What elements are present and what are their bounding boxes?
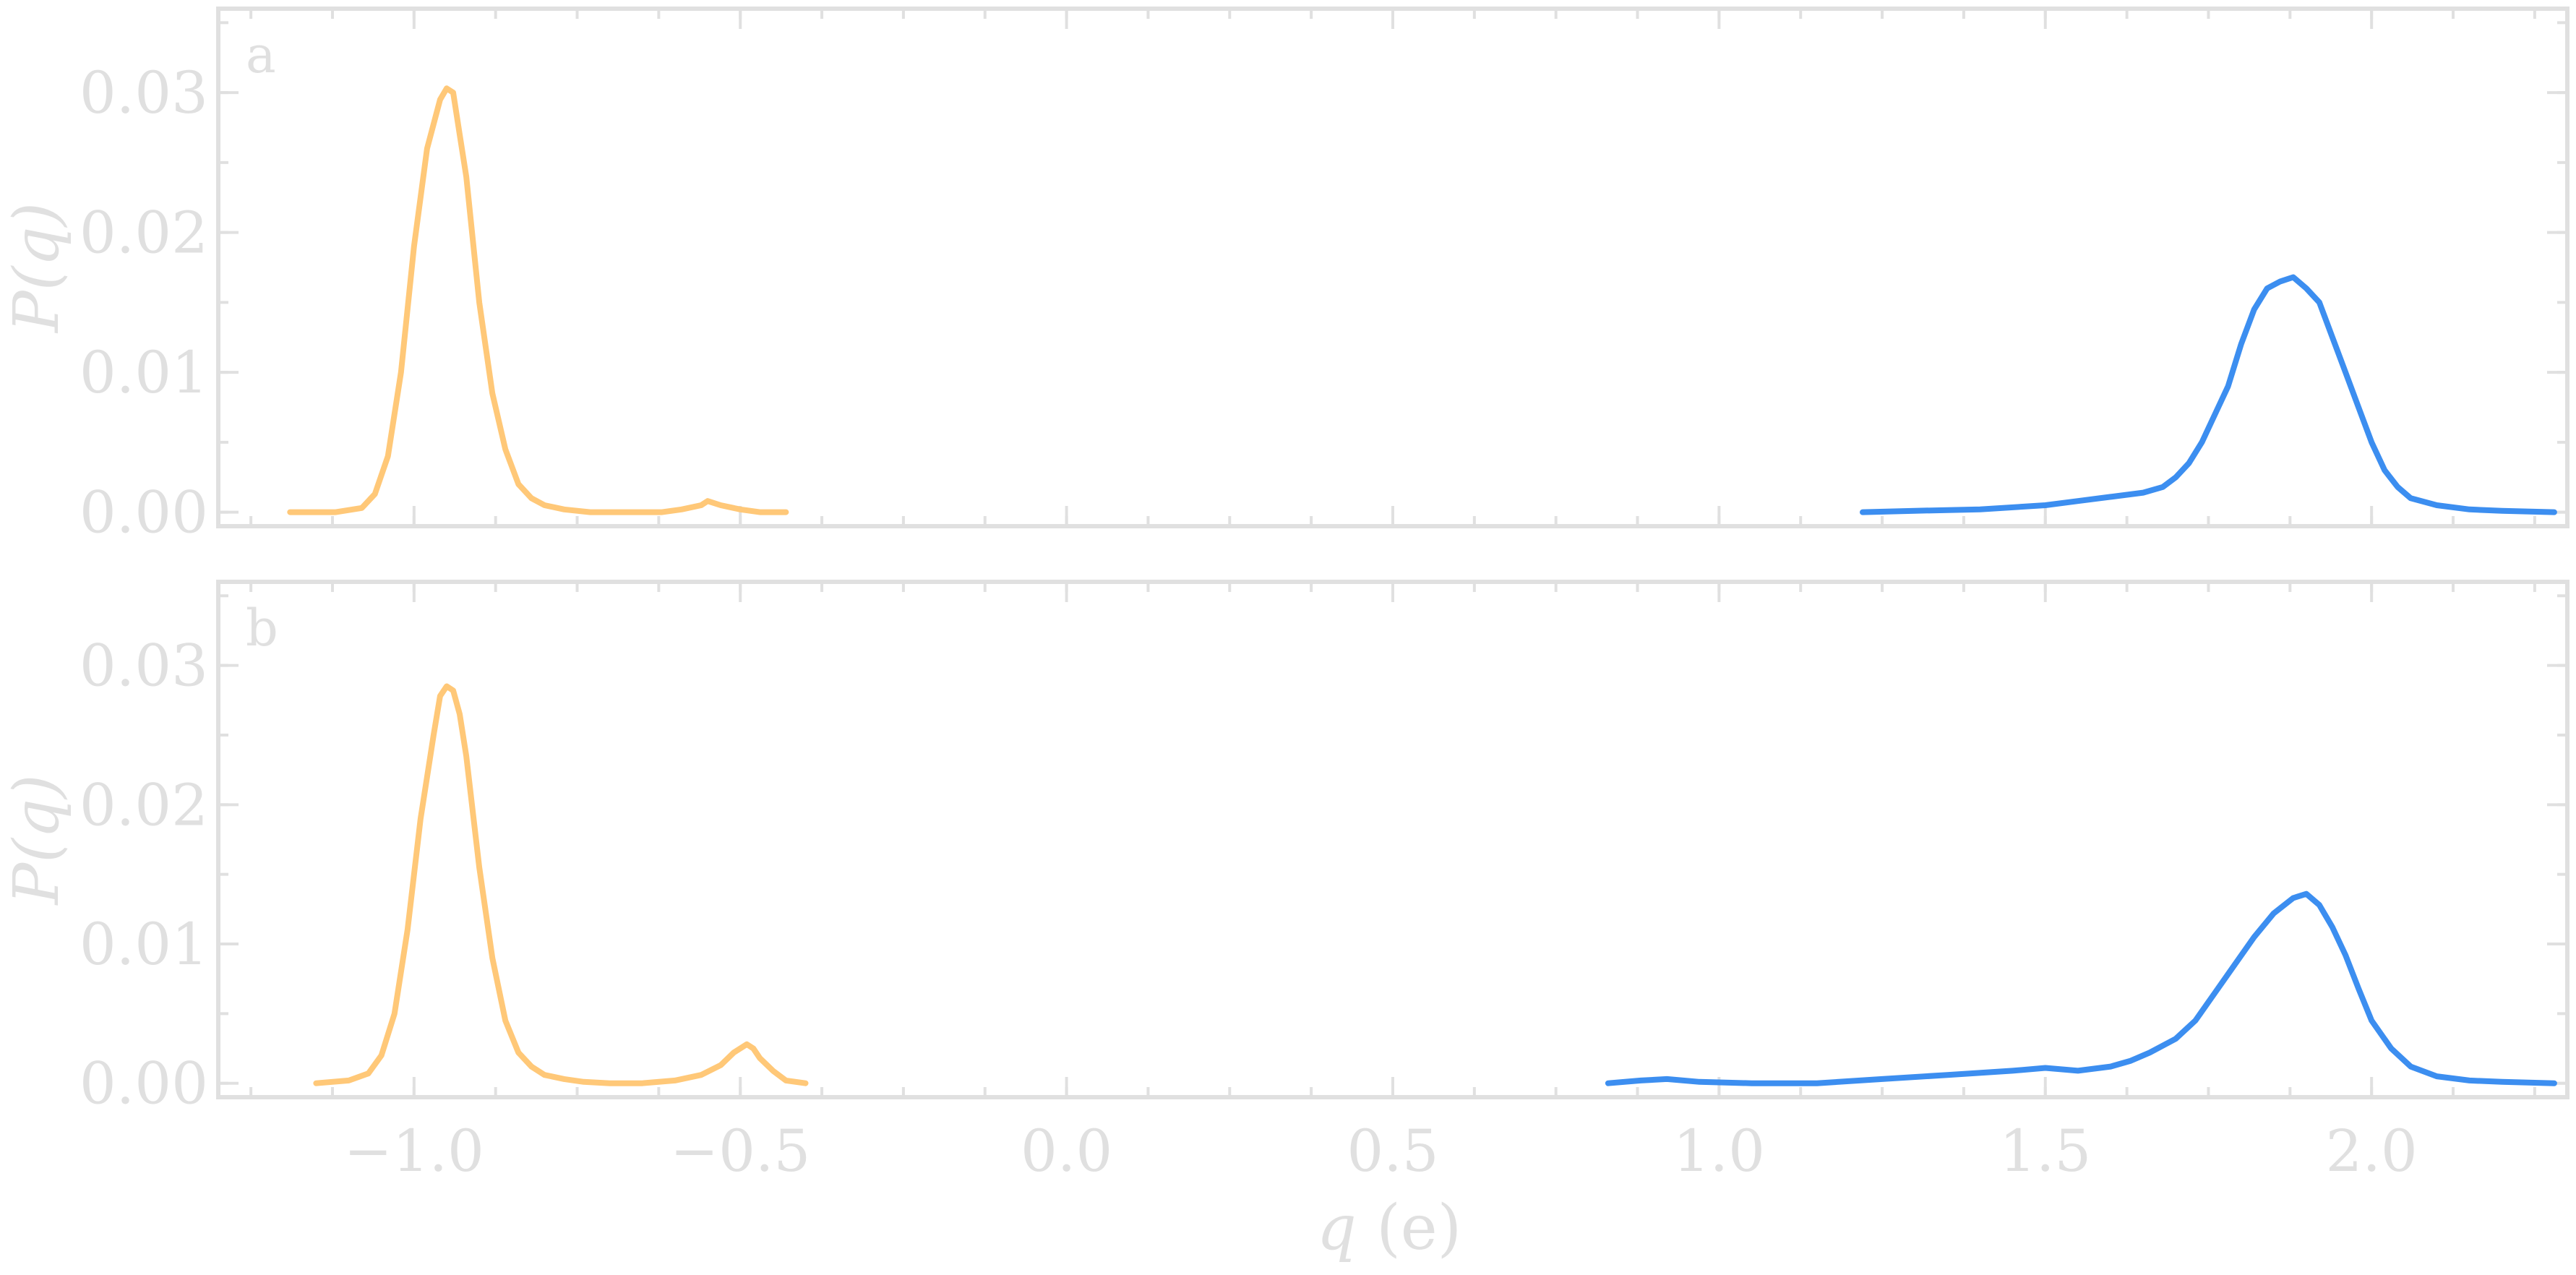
y-axis-label: P(q) bbox=[1, 202, 73, 334]
panel-b: −1.0 −0.5 0.0 0.5 1.0 1.5 2.0 0.00 0.01 0.02 0.03 b… bbox=[1, 580, 2569, 1185]
x-tick-label: 1.0 bbox=[1673, 1117, 1765, 1185]
x-axis-label-unit: (e) bbox=[1357, 1192, 1461, 1264]
x-tick-label: 0.0 bbox=[1021, 1117, 1112, 1185]
y-tick-label: 0.00 bbox=[80, 479, 208, 546]
plot-frame bbox=[216, 7, 2569, 528]
x-axis-label: q (e) bbox=[1317, 1192, 1461, 1264]
panel-label: a bbox=[246, 25, 276, 85]
series-line-2 bbox=[1860, 274, 2557, 515]
x-axis-label-var: q bbox=[1317, 1192, 1357, 1264]
panel-a: 0.00 0.01 0.02 0.03 a P(q) bbox=[1, 7, 2569, 546]
y-axis-label: P(q) bbox=[1, 774, 73, 906]
series-line-2 bbox=[1605, 890, 2557, 1086]
plot-frame bbox=[216, 580, 2569, 1099]
y-tick-label: 0.02 bbox=[80, 771, 208, 838]
x-tick-label: 2.0 bbox=[2326, 1117, 2418, 1185]
series-line-1 bbox=[287, 85, 789, 515]
x-tick-label: −0.5 bbox=[670, 1117, 810, 1185]
y-tick-label: 0.03 bbox=[80, 632, 208, 700]
y-tick-label: 0.00 bbox=[80, 1050, 208, 1117]
x-tick-label: 0.5 bbox=[1347, 1117, 1438, 1185]
panel-label: b bbox=[246, 598, 278, 658]
y-tick-label: 0.01 bbox=[80, 339, 208, 406]
series-line-1 bbox=[313, 683, 809, 1086]
x-tick-label: 1.5 bbox=[1999, 1117, 2091, 1185]
y-tick-label: 0.02 bbox=[80, 199, 208, 267]
x-tick-label: −1.0 bbox=[344, 1117, 484, 1185]
panels: 0.00 0.01 0.02 0.03 a P(q) −1.0 −0.5 0.0 0.5 1.0 1.… bbox=[1, 7, 2569, 1185]
y-tick-label: 0.03 bbox=[80, 59, 208, 126]
y-tick-label: 0.01 bbox=[80, 911, 208, 978]
